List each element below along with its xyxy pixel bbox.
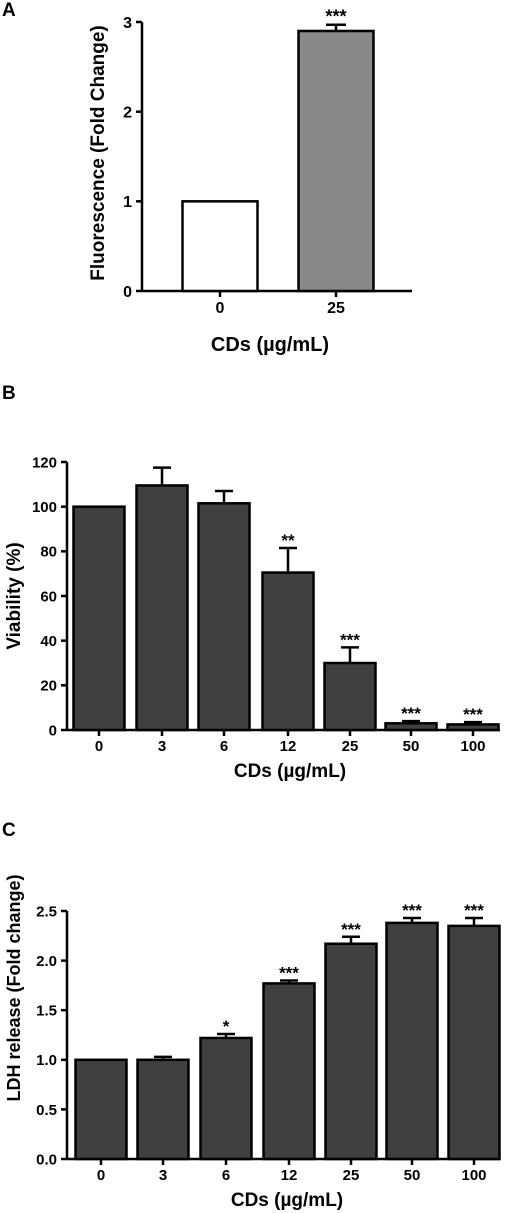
panel-c-bar xyxy=(74,1058,128,1161)
panel-a-y-tick-label: 3 xyxy=(123,15,132,32)
panel-c-x-tick-label: 50 xyxy=(404,1167,421,1184)
panel-c-bar xyxy=(199,1036,253,1161)
panel-c-xlabel: CDs (µg/mL) xyxy=(231,1190,343,1211)
panel-b-ylabel: Viability (%) xyxy=(4,542,25,649)
panel-b-y-tick-label: 0 xyxy=(49,722,57,739)
panel-b: B Viability (%) CDs (µg/mL) 020406080100… xyxy=(2,383,500,782)
panel-c-x-tick-label: 6 xyxy=(222,1167,230,1184)
panel-a-x-tick-label: 25 xyxy=(327,300,345,317)
panel-b-x-tick-label: 50 xyxy=(403,738,420,755)
panel-c-plot: 0.0 0.5 1.0 1.5 2.0 2.5 0 3 6 * 12 *** 25 *** 50 *** 100… xyxy=(36,901,501,1184)
panel-a-y-tick-label: 1 xyxy=(123,194,132,211)
panel-a-xlabel: CDs (µg/mL) xyxy=(211,334,329,356)
panel-a-ylabel: Fluorescence (Fold Change) xyxy=(88,25,109,280)
panel-b-bar xyxy=(384,722,438,732)
panel-c-significance-label: * xyxy=(223,1017,230,1036)
panel-a-y-tick-label: 2 xyxy=(123,104,132,121)
panel-c-significance-label: *** xyxy=(464,901,484,920)
panel-c-y-tick-label: 2.0 xyxy=(36,953,57,970)
panel-a-bar xyxy=(297,29,375,293)
panel-a-bar xyxy=(181,200,259,293)
panel-c-label: C xyxy=(2,820,16,841)
panel-b-y-tick-label: 40 xyxy=(40,633,57,650)
panel-c-bar xyxy=(136,1058,190,1161)
panel-b-bar xyxy=(261,571,315,732)
panel-c-significance-label: *** xyxy=(402,901,422,920)
panel-b-x-tick-label: 100 xyxy=(460,738,485,755)
panel-c-x-tick-label: 25 xyxy=(343,1167,360,1184)
panel-b-x-tick-label: 3 xyxy=(158,738,166,755)
panel-c-bar xyxy=(324,942,378,1161)
panel-b-x-tick-label: 0 xyxy=(95,738,103,755)
panel-c-bar xyxy=(262,982,316,1161)
panel-b-bar xyxy=(72,505,126,732)
panel-b-y-tick-label: 60 xyxy=(40,588,57,605)
panel-b-label: B xyxy=(2,383,16,404)
panel-c-bar xyxy=(447,924,501,1161)
panel-b-significance-label: *** xyxy=(463,705,483,724)
panel-b-x-tick-label: 12 xyxy=(280,738,297,755)
panel-a-plot: 0 1 2 3 0 25 *** xyxy=(123,7,412,317)
panel-b-x-tick-label: 6 xyxy=(220,738,228,755)
panel-b-significance-label: *** xyxy=(340,630,360,649)
panel-a-x-tick-label: 0 xyxy=(216,300,225,317)
panel-c-y-tick-label: 0.5 xyxy=(36,1102,57,1119)
panel-c: C LDH release (Fold change) CDs (µg/mL) … xyxy=(2,820,501,1211)
panel-b-y-tick-label: 20 xyxy=(40,678,57,695)
panel-a-significance-label: *** xyxy=(325,7,346,27)
panel-a-y-tick-label: 0 xyxy=(123,284,132,301)
panel-c-bar xyxy=(385,921,439,1161)
panel-c-x-tick-label: 0 xyxy=(97,1167,105,1184)
panel-c-significance-label: *** xyxy=(279,963,299,982)
panel-b-y-tick-label: 120 xyxy=(32,454,57,471)
panel-c-ylabel: LDH release (Fold change) xyxy=(4,874,24,1101)
panel-b-significance-label: ** xyxy=(281,531,295,550)
panel-b-x-tick-label: 25 xyxy=(342,738,359,755)
panel-c-y-tick-label: 1.0 xyxy=(36,1052,57,1069)
panel-b-y-tick-label: 100 xyxy=(32,499,57,516)
panel-b-bar xyxy=(197,502,251,732)
panel-c-x-tick-label: 12 xyxy=(281,1167,298,1184)
panel-c-x-tick-label: 100 xyxy=(461,1167,486,1184)
panel-b-y-tick-label: 80 xyxy=(40,544,57,561)
panel-c-x-tick-label: 3 xyxy=(159,1167,167,1184)
panel-b-bar xyxy=(446,723,500,732)
panel-a: A Fluorescence (Fold Change) CDs (µg/mL)… xyxy=(2,0,412,356)
panel-b-bar xyxy=(323,661,377,732)
panel-c-significance-label: *** xyxy=(341,920,361,939)
panel-c-y-tick-label: 2.5 xyxy=(36,903,57,920)
panel-b-plot: 0 20 40 60 80 100 120 0 3 6 12 ** 25 *** 50 *** 100 *** xyxy=(32,454,500,755)
panel-b-xlabel: CDs (µg/mL) xyxy=(234,761,346,782)
panel-c-y-tick-label: 1.5 xyxy=(36,1003,57,1020)
panel-c-y-tick-label: 0.0 xyxy=(36,1151,57,1168)
panel-b-significance-label: *** xyxy=(401,704,421,723)
panel-b-bar xyxy=(135,484,189,732)
panel-a-label: A xyxy=(2,0,16,21)
